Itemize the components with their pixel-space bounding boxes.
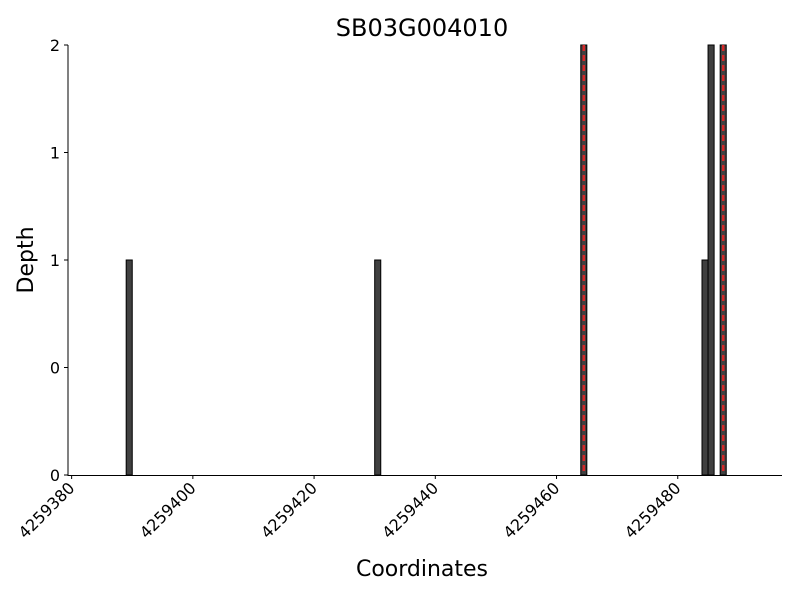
x-tick-label: 4259400 (136, 478, 200, 542)
chart-title: SB03G004010 (336, 14, 508, 42)
bar (701, 259, 709, 476)
bar (707, 44, 715, 476)
y-tick-label: 2 (50, 36, 60, 55)
y-axis-label: Depth (14, 226, 39, 293)
y-tick-label: 1 (50, 144, 60, 163)
bar (125, 259, 133, 476)
x-tick-label: 4259380 (15, 478, 79, 542)
x-axis-label: Coordinates (356, 557, 488, 582)
x-tick-label: 4259480 (621, 478, 685, 542)
x-tick-label: 4259420 (257, 478, 321, 542)
x-tick-label: 4259440 (378, 478, 442, 542)
y-tick-label: 0 (50, 466, 60, 485)
y-tick-label: 0 (50, 359, 60, 378)
y-tick-label: 1 (50, 251, 60, 270)
x-tick-label: 4259460 (500, 478, 564, 542)
bar (374, 259, 382, 476)
